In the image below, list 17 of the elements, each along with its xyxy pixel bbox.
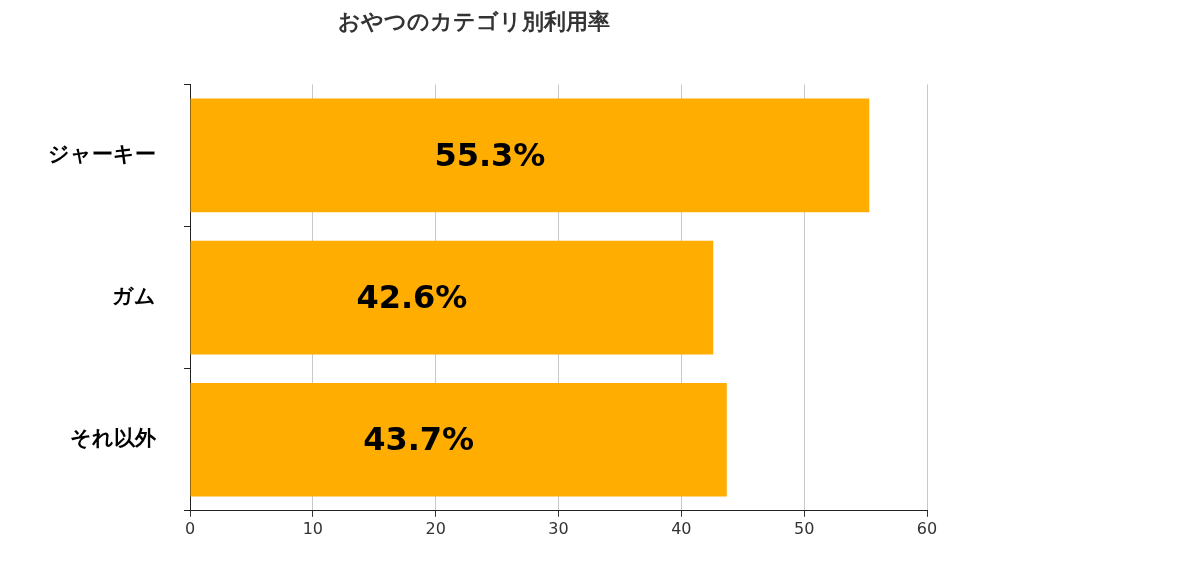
x-tick-label: 10 xyxy=(302,518,324,538)
data-label: 55.3% xyxy=(434,135,546,174)
y-tick-label: ジャーキー xyxy=(48,141,156,166)
y-tick-label: それ以外 xyxy=(70,426,157,451)
chart-title: おやつのカテゴリ別利用率 xyxy=(337,8,610,34)
x-tick-label: 0 xyxy=(184,518,196,538)
bar xyxy=(190,382,727,497)
y-tick-label: ガム xyxy=(112,284,156,309)
x-tick-label: 50 xyxy=(793,518,815,538)
x-tick-label: 40 xyxy=(671,518,692,538)
x-tick-label: 30 xyxy=(548,518,569,538)
data-label: 42.6% xyxy=(356,277,468,316)
bar xyxy=(190,98,870,213)
x-tick-label: 20 xyxy=(425,518,446,538)
data-label: 43.7% xyxy=(363,420,475,459)
bar xyxy=(190,240,714,355)
x-tick-label: 60 xyxy=(916,518,938,538)
